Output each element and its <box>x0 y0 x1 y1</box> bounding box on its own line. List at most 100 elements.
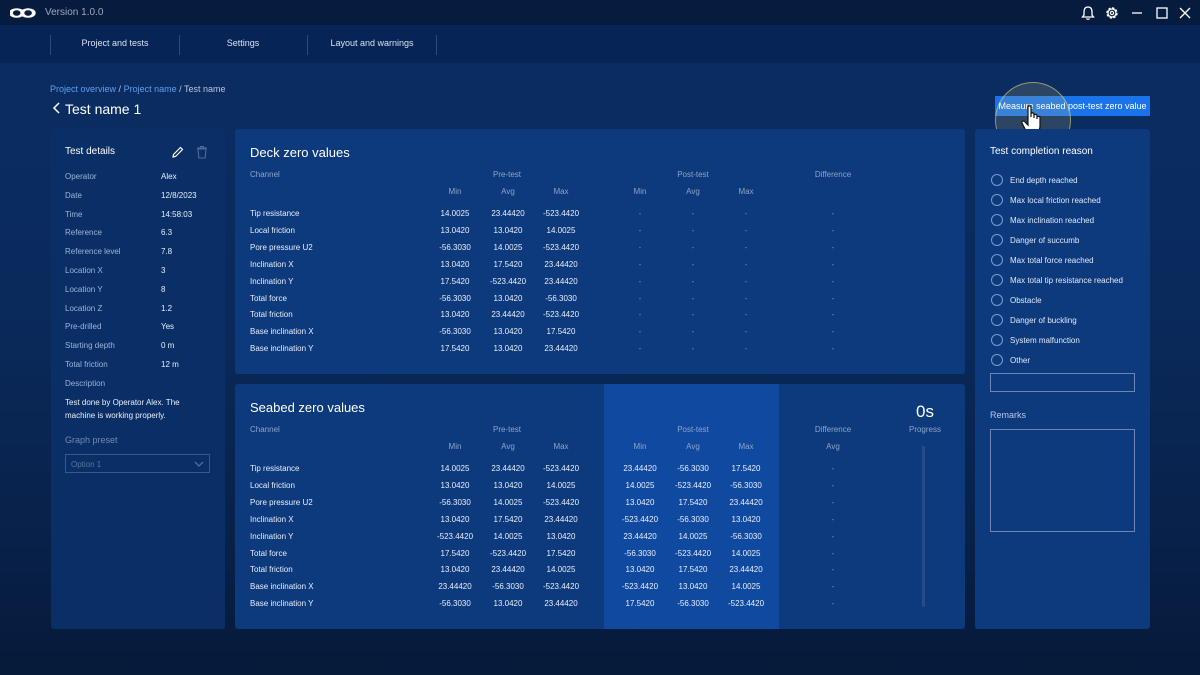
deck-difference-cell: - <box>831 259 835 269</box>
pencil-icon[interactable] <box>171 145 185 159</box>
seabed-pre-subheader: Max <box>553 442 569 451</box>
maximize-icon[interactable] <box>1153 4 1171 22</box>
deck-pre-cell: -56.3030 <box>439 242 471 252</box>
deck-post-subheader: Avg <box>686 187 700 196</box>
detail-label: Location Y <box>65 284 103 294</box>
deck-post-cell: - <box>744 344 748 354</box>
seabed-pre-cell: -523.4420 <box>542 582 580 592</box>
radio-button[interactable] <box>991 194 1003 206</box>
nav-tab-layout-and-warnings[interactable]: Layout and warnings <box>330 38 414 48</box>
deck-pre-cell: 17.5420 <box>546 327 576 337</box>
chevron-left-icon[interactable] <box>52 101 62 115</box>
progress-value: 0s <box>916 402 934 421</box>
detail-value: 12 m <box>161 360 179 369</box>
seabed-channel-header: Channel <box>250 425 280 434</box>
deck-post-cell: - <box>744 242 748 252</box>
deck-difference-cell: - <box>831 293 835 303</box>
deck-pre-cell: -523.4420 <box>542 310 580 320</box>
seabed-title: Seabed zero values <box>250 400 365 415</box>
completion-option-label: Danger of succumb <box>1010 236 1080 245</box>
seabed-channel-name: Local friction <box>250 480 295 490</box>
seabed-pre-cell: 23.44420 <box>491 464 525 473</box>
detail-label: Location Z <box>65 303 103 313</box>
deck-post-cell: - <box>691 276 695 286</box>
breadcrumb-project-overview[interactable]: Project overview <box>50 84 117 94</box>
other-reason-input[interactable] <box>990 373 1135 392</box>
seabed-pre-cell: -523.4420 <box>542 497 580 507</box>
completion-option-label: System malfunction <box>1010 336 1080 345</box>
remarks-textarea[interactable] <box>990 429 1135 532</box>
deck-post-cell: - <box>691 242 695 252</box>
seabed-post-cell: 13.0420 <box>625 497 655 507</box>
seabed-post-subheader: Min <box>633 442 647 451</box>
seabed-pre-cell: 17.5420 <box>546 548 576 558</box>
detail-label: Time <box>65 209 83 219</box>
seabed-channel-name: Inclination Y <box>250 531 294 541</box>
detail-label: Total friction <box>65 360 108 369</box>
deck-difference-header: Difference <box>814 170 852 179</box>
radio-button[interactable] <box>991 294 1003 306</box>
close-icon[interactable] <box>1176 4 1194 22</box>
page-title: Test name 1 <box>65 101 142 117</box>
bell-icon[interactable] <box>1079 4 1097 22</box>
chevron-down-icon <box>194 461 204 467</box>
deck-pre-cell: -56.3030 <box>439 293 471 303</box>
radio-button[interactable] <box>991 174 1003 186</box>
completion-option[interactable]: Obstacle <box>991 294 1151 308</box>
radio-button[interactable] <box>991 254 1003 266</box>
seabed-difference-cell: - <box>831 514 835 524</box>
detail-value: 1.2 <box>161 303 173 313</box>
deck-post-cell: - <box>638 276 642 286</box>
seabed-post-cell: -56.3030 <box>730 480 762 490</box>
completion-option[interactable]: Max local friction reached <box>991 194 1151 208</box>
gear-icon[interactable] <box>1103 4 1121 22</box>
completion-option[interactable]: Other <box>991 354 1151 368</box>
radio-button[interactable] <box>991 334 1003 346</box>
seabed-pre-cell: 14.0025 <box>493 497 523 507</box>
deck-post-cell: - <box>638 225 642 235</box>
deck-pre-cell: 13.0420 <box>440 225 470 235</box>
deck-post-cell: - <box>638 293 642 303</box>
deck-post-cell: - <box>638 327 642 337</box>
remarks-label: Remarks <box>990 410 1027 420</box>
deck-post-cell: - <box>691 344 695 354</box>
breadcrumb-project-name[interactable]: Project name <box>123 84 177 94</box>
graph-preset-select[interactable]: Option 1 <box>65 454 210 473</box>
nav-tab-settings[interactable]: Settings <box>226 38 260 48</box>
seabed-channel-name: Total friction <box>250 565 293 575</box>
deck-post-cell: - <box>691 225 695 235</box>
deck-difference-cell: - <box>831 310 835 320</box>
seabed-post-cell: -56.3030 <box>677 514 709 524</box>
deck-title: Deck zero values <box>250 145 350 160</box>
seabed-pre-cell: -56.3030 <box>439 497 471 507</box>
completion-option[interactable]: Max total force reached <box>991 254 1151 268</box>
completion-option[interactable]: Max inclination reached <box>991 214 1151 228</box>
seabed-post-cell: -56.3030 <box>677 599 709 609</box>
deck-channel-name: Inclination X <box>250 259 294 269</box>
radio-button[interactable] <box>991 354 1003 366</box>
detail-value: Alex <box>161 172 177 181</box>
radio-button[interactable] <box>991 314 1003 326</box>
deck-post-cell: - <box>691 327 695 337</box>
completion-option[interactable]: System malfunction <box>991 334 1151 348</box>
deck-post-cell: - <box>691 259 695 269</box>
title-bar: Version 1.0.0 <box>0 0 1200 25</box>
detail-value: 12/8/2023 <box>161 190 197 200</box>
graph-preset-value: Option 1 <box>71 460 102 469</box>
radio-button[interactable] <box>991 274 1003 286</box>
deck-post-cell: - <box>691 293 695 303</box>
deck-pre-cell: 14.0025 <box>546 225 576 235</box>
radio-button[interactable] <box>991 214 1003 226</box>
detail-value: 0 m <box>161 341 175 351</box>
seabed-channel-name: Total force <box>250 548 287 558</box>
nav-tab-project-and-tests[interactable]: Project and tests <box>81 38 149 48</box>
seabed-pre-cell: -523.4420 <box>489 548 527 558</box>
minimize-icon[interactable] <box>1128 4 1146 22</box>
deck-pre-cell: 17.5420 <box>440 344 470 354</box>
radio-button[interactable] <box>991 234 1003 246</box>
completion-option[interactable]: End depth reached <box>991 174 1151 188</box>
completion-option[interactable]: Max total tip resistance reached <box>991 274 1151 288</box>
completion-option[interactable]: Danger of buckling <box>991 314 1151 328</box>
completion-option[interactable]: Danger of succumb <box>991 234 1151 248</box>
seabed-post-cell: -523.4420 <box>621 514 659 524</box>
